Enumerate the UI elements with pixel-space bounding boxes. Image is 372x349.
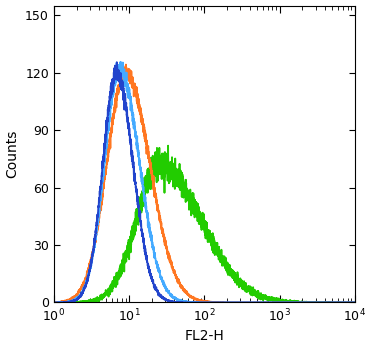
X-axis label: FL2-H: FL2-H [185,329,224,343]
Y-axis label: Counts: Counts [6,130,20,178]
